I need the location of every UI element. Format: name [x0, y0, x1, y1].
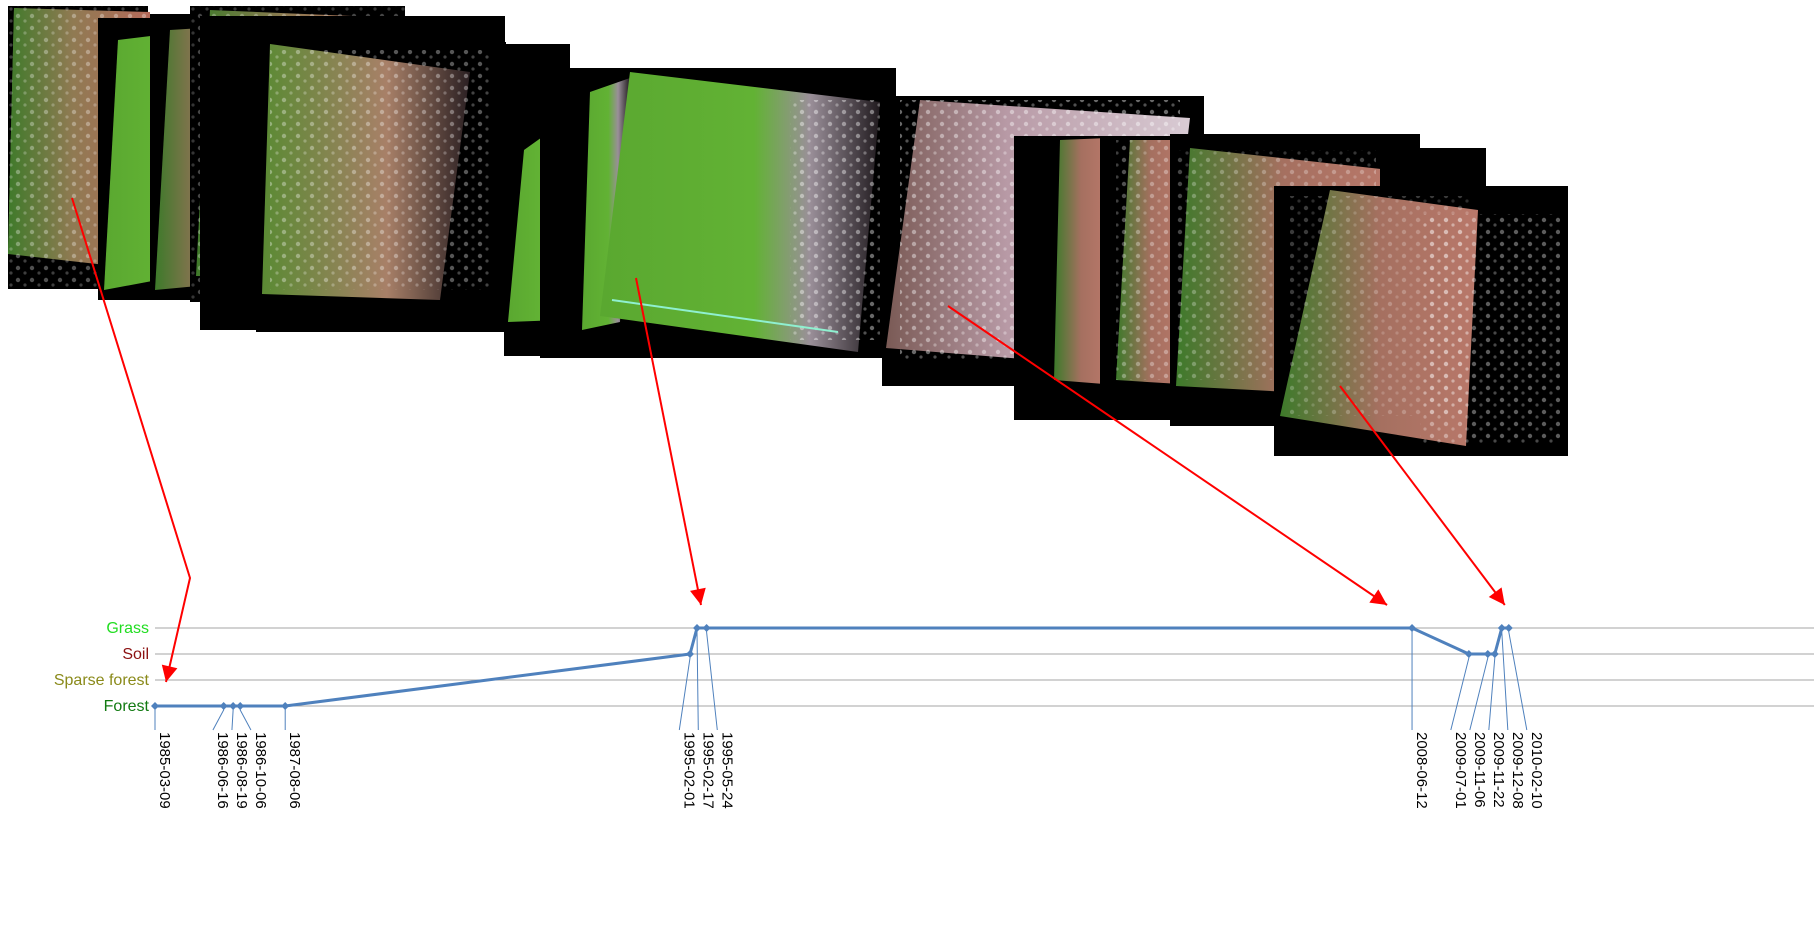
annotation-arrows — [71, 197, 1506, 683]
category-gridlines — [155, 627, 1814, 707]
data-point — [1464, 650, 1473, 658]
date-labels: 1985-03-09 1986-06-16 1986-08-19 1986-10-06… — [156, 732, 1545, 809]
date-label: 1995-02-17 — [699, 732, 716, 809]
satellite-image — [540, 68, 896, 358]
data-point — [1483, 650, 1492, 658]
satellite-image — [1014, 136, 1114, 420]
annotation-arrow — [71, 197, 192, 683]
leader-line — [696, 628, 699, 731]
arrowhead-icon — [1488, 587, 1505, 605]
date-label: 1986-06-16 — [214, 732, 231, 809]
date-label: 2010-02-10 — [1528, 732, 1545, 809]
data-point — [229, 702, 238, 710]
category-label: Forest — [104, 698, 150, 715]
category-label: Grass — [106, 620, 149, 637]
date-label: 2009-12-08 — [1509, 732, 1526, 809]
leader-line — [1488, 654, 1496, 731]
arrowhead-icon — [1369, 589, 1388, 605]
date-label: 1995-02-01 — [680, 732, 697, 809]
category-labels: Forest Sparse forest Soil Grass — [54, 620, 150, 715]
data-point — [1408, 624, 1417, 632]
data-point — [1504, 624, 1513, 632]
data-point — [702, 624, 711, 632]
annotation-arrow — [1339, 385, 1506, 606]
leader-line — [678, 654, 691, 731]
date-label: 1985-03-09 — [156, 732, 173, 809]
date-label: 2009-11-22 — [1490, 732, 1507, 808]
data-point — [693, 624, 702, 632]
series-markers — [151, 624, 1513, 710]
leader-line — [1501, 628, 1509, 731]
leader-line — [239, 706, 252, 731]
category-label: Soil — [122, 646, 149, 663]
leader-line — [1469, 654, 1489, 731]
date-label: 1986-08-19 — [233, 732, 250, 809]
annotation-arrow — [635, 277, 702, 606]
category-label: Sparse forest — [54, 672, 150, 689]
date-label: 2009-07-01 — [1452, 732, 1469, 809]
date-label: 1995-05-24 — [718, 732, 735, 809]
leader-line — [1450, 654, 1470, 731]
leader-line — [1508, 628, 1528, 731]
data-point — [1497, 624, 1506, 632]
series-line — [155, 626, 1509, 708]
data-point — [281, 702, 290, 710]
satellite-image-stack — [8, 6, 1568, 456]
leader-line — [212, 706, 225, 731]
date-label: 1987-08-06 — [286, 732, 303, 809]
series-line — [155, 626, 1509, 708]
data-point — [686, 650, 695, 658]
date-leader-lines — [154, 628, 1528, 731]
annotation-arrow — [947, 305, 1388, 606]
date-label: 2009-11-06 — [1471, 732, 1488, 808]
data-point — [236, 702, 245, 710]
arrowhead-icon — [690, 587, 706, 605]
data-point — [219, 702, 228, 710]
data-point — [1490, 650, 1499, 658]
satellite-image — [1274, 148, 1568, 456]
satellite-image — [200, 16, 506, 332]
date-label: 1986-10-06 — [252, 732, 269, 809]
data-point — [151, 702, 159, 710]
date-label: 2008-06-12 — [1413, 732, 1430, 809]
leader-line — [706, 628, 718, 731]
arrowhead-icon — [161, 664, 178, 682]
